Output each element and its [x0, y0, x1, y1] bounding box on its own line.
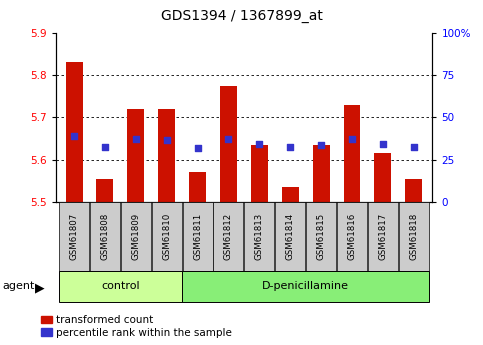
Bar — [282, 187, 298, 202]
Text: D-penicillamine: D-penicillamine — [262, 282, 349, 291]
Text: GSM61808: GSM61808 — [100, 213, 110, 260]
Text: GSM61818: GSM61818 — [409, 213, 418, 260]
Point — [70, 134, 78, 139]
Text: GSM61811: GSM61811 — [193, 213, 202, 260]
Legend: transformed count, percentile rank within the sample: transformed count, percentile rank withi… — [39, 313, 234, 340]
Bar — [90, 202, 120, 271]
Bar — [189, 172, 206, 202]
Bar — [128, 109, 144, 202]
Bar — [275, 202, 305, 271]
Text: GSM61812: GSM61812 — [224, 213, 233, 260]
Bar — [58, 271, 182, 302]
Text: GSM61817: GSM61817 — [378, 213, 387, 260]
Bar — [313, 145, 329, 202]
Text: control: control — [101, 282, 140, 291]
Text: agent: agent — [2, 282, 35, 291]
Text: GSM61807: GSM61807 — [70, 213, 79, 260]
Point — [317, 142, 325, 148]
Text: ▶: ▶ — [35, 282, 44, 295]
Bar — [399, 202, 429, 271]
Bar — [306, 202, 336, 271]
Point — [163, 137, 170, 142]
Text: GSM61813: GSM61813 — [255, 213, 264, 260]
Point — [101, 144, 109, 150]
Point — [225, 137, 232, 142]
Bar — [337, 202, 367, 271]
Point — [132, 137, 140, 142]
Bar — [97, 179, 114, 202]
Bar — [343, 105, 360, 202]
Point — [194, 145, 201, 150]
Text: GSM61810: GSM61810 — [162, 213, 171, 260]
Bar — [213, 202, 243, 271]
Bar — [152, 202, 182, 271]
Point — [256, 141, 263, 146]
Bar — [368, 202, 398, 271]
Text: GSM61816: GSM61816 — [347, 213, 356, 260]
Bar — [121, 202, 151, 271]
Text: GSM61815: GSM61815 — [317, 213, 326, 260]
Text: GSM61814: GSM61814 — [286, 213, 295, 260]
Text: GDS1394 / 1367899_at: GDS1394 / 1367899_at — [160, 9, 323, 23]
Bar — [59, 202, 89, 271]
Bar — [251, 145, 268, 202]
Point — [286, 144, 294, 150]
Bar — [66, 62, 83, 202]
Bar — [244, 202, 274, 271]
Bar — [374, 153, 391, 202]
Bar — [220, 86, 237, 202]
Point — [348, 137, 356, 142]
Bar — [158, 109, 175, 202]
Point — [379, 141, 387, 146]
Bar — [183, 202, 213, 271]
Text: GSM61809: GSM61809 — [131, 213, 141, 260]
Bar — [405, 179, 422, 202]
Bar — [182, 271, 429, 302]
Point — [410, 144, 418, 150]
